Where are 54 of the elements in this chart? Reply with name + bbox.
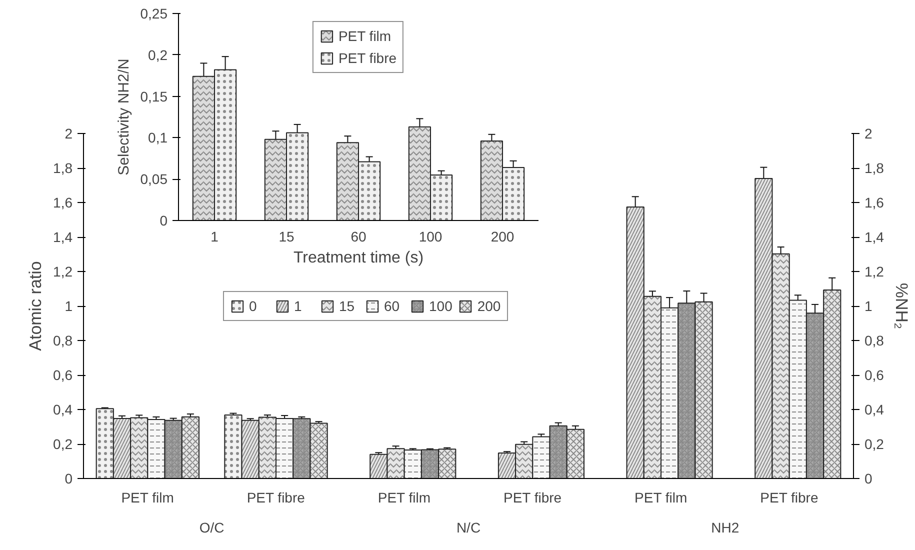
x-tick-label: PET fibre <box>760 490 818 506</box>
y-tick-label: 0,1 <box>148 130 168 146</box>
legend-label: 100 <box>429 298 452 314</box>
y-tick-label: 0,05 <box>140 171 168 188</box>
text: N/C <box>456 520 481 536</box>
x-tick-label: PET fibre <box>246 490 306 506</box>
y-tick-label: 1,8 <box>53 160 73 176</box>
y-tick-label: 0,2 <box>53 436 73 452</box>
y2-tick-label: 0,6 <box>864 367 884 383</box>
x-tick-label: PET film <box>634 490 688 506</box>
x-tick-label: 1 <box>210 228 219 244</box>
y2-tick-label: 1,6 <box>864 194 884 210</box>
x-tick-label: PET film <box>121 490 174 506</box>
legend-label: PET film <box>338 28 392 44</box>
x-tick-label: 200 <box>490 228 514 244</box>
y-tick-label: 1 <box>64 298 73 314</box>
y-tick-label: 0,15 <box>140 88 168 104</box>
x-tick-label: PET film <box>378 490 431 506</box>
y2-tick-label: 1 <box>864 298 872 314</box>
legend-label: 60 <box>384 298 401 314</box>
legend-label: 200 <box>477 298 501 314</box>
y-tick-label: 0 <box>64 470 73 486</box>
y2-tick-label: 0,8 <box>864 332 884 348</box>
y2-tick-label: 0,2 <box>864 436 884 452</box>
text: O/C <box>199 520 224 536</box>
y2-tick-label: 1,4 <box>864 229 884 245</box>
y-tick-label: 0,4 <box>53 402 73 418</box>
x-axis-title: Treatment time (s) <box>293 250 424 266</box>
y-tick-label: 2 <box>64 126 73 142</box>
x-tick-label: 100 <box>418 228 442 244</box>
x-tick-label: PET fibre <box>503 490 562 506</box>
y2-tick-label: 2 <box>864 126 872 142</box>
legend-label: 0 <box>249 298 258 314</box>
text: NH2 <box>711 520 740 536</box>
y2-tick-label: 1,2 <box>864 264 884 280</box>
y2-tick-label: 0,4 <box>864 402 884 418</box>
y-axis-title: Selectivity NH2/N <box>115 58 132 176</box>
y-tick-label: 0 <box>160 212 168 228</box>
legend-label: PET fibre <box>338 50 397 66</box>
y-tick-label: 1,6 <box>53 194 73 210</box>
legend-label: 1 <box>294 298 303 314</box>
x-tick-label: 60 <box>350 228 366 244</box>
y-tick-label: 0,25 <box>140 6 168 22</box>
y-tick-label: 0,2 <box>148 46 168 63</box>
y-tick-label: 1,2 <box>53 264 73 280</box>
y-tick-label: 0,8 <box>53 332 73 348</box>
x-tick-label: 15 <box>278 228 294 244</box>
y-tick-label: 0,6 <box>53 367 73 383</box>
y2-tick-label: 1,8 <box>864 160 884 176</box>
y-tick-label: 1,4 <box>53 229 73 245</box>
legend-label: 15 <box>339 298 356 314</box>
y2-tick-label: 0 <box>864 470 872 486</box>
y2-axis-title: %NH₂ <box>892 282 911 330</box>
y-axis-title: Atomic ratio <box>26 261 46 351</box>
